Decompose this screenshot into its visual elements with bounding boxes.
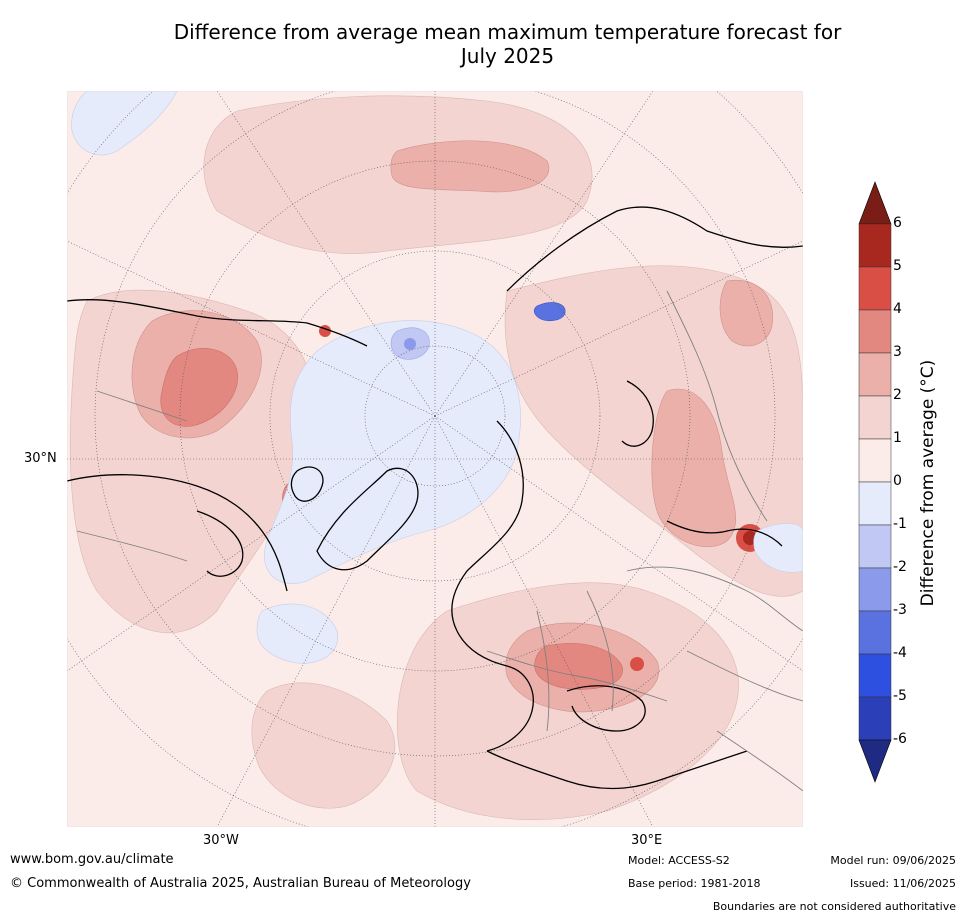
footer-model-run: Model run: 09/06/2025 — [830, 854, 956, 867]
anomaly-region-pos-1-2 — [251, 682, 396, 809]
coastlines — [66, 206, 804, 790]
footer-website: www.bom.gov.au/climate — [10, 852, 174, 867]
colorbar-tick: -3 — [893, 602, 907, 618]
colorbar-tick: 3 — [893, 344, 902, 360]
footer-base-period: Base period: 1981-2018 — [628, 877, 761, 890]
anomaly-region-pos-2-3 — [719, 279, 774, 347]
anomaly-hotspot — [743, 531, 757, 545]
colorbar-tick: 0 — [893, 473, 902, 489]
colorbar-segment — [858, 567, 892, 612]
lon-label-30w: 30°W — [203, 833, 239, 848]
colorbar-tick: 5 — [893, 258, 902, 274]
colorbar-arrow-top — [858, 181, 892, 225]
colorbar-segment — [858, 309, 892, 354]
colorbar-tick: 2 — [893, 387, 902, 403]
anomaly-hotspot — [630, 657, 644, 671]
colorbar-segment — [858, 438, 892, 483]
colorbar-segment — [858, 653, 892, 698]
anomaly-cold-spot — [404, 338, 416, 350]
colorbar-svg — [858, 181, 892, 783]
anomaly-region-neg-0-1 — [256, 603, 339, 664]
colorbar-segment — [858, 266, 892, 311]
footer-issued: Issued: 11/06/2025 — [849, 877, 956, 890]
colorbar-segment — [858, 395, 892, 440]
anomaly-region-neg-0-1 — [264, 320, 521, 584]
footer-boundaries-note: Boundaries are not considered authoritat… — [712, 900, 956, 913]
colorbar-tick: -1 — [893, 516, 907, 532]
country-borders — [76, 290, 804, 792]
title-line-2: July 2025 — [460, 44, 555, 68]
footer-model: Model: ACCESS-S2 — [628, 854, 730, 867]
colorbar-segment — [858, 696, 892, 741]
anomaly-region-neg-0-1 — [753, 523, 803, 573]
colorbar-segment — [858, 223, 892, 268]
title-line-1: Difference from average mean maximum tem… — [173, 20, 842, 44]
anomaly-region-neg-0-1 — [71, 91, 178, 156]
colorbar-tick: -2 — [893, 559, 907, 575]
map-title: Difference from average mean maximum tem… — [60, 20, 955, 68]
footer-copyright: © Commonwealth of Australia 2025, Austra… — [10, 876, 471, 891]
anomaly-region-pos-3-4 — [534, 643, 623, 690]
anomaly-region-neg-2-3 — [533, 302, 566, 322]
colorbar-tick: 6 — [893, 215, 902, 231]
colorbar: 6 5 4 3 2 1 0 -1 -2 -3 -4 -5 -6 — [855, 180, 965, 790]
colorbar-tick: 4 — [893, 301, 902, 317]
forecast-map — [4, 0, 866, 847]
colorbar-tick: -4 — [893, 645, 907, 661]
anomaly-region-pos-2-3 — [390, 140, 550, 193]
lon-label-30e: 30°E — [631, 833, 663, 848]
colorbar-segment — [858, 610, 892, 655]
colorbar-segment — [858, 481, 892, 526]
map-svg — [4, 0, 866, 847]
colorbar-label: Difference from average (°C) — [918, 359, 938, 607]
colorbar-tick: 1 — [893, 430, 902, 446]
colorbar-tick: -6 — [893, 731, 907, 747]
colorbar-segment — [858, 524, 892, 569]
colorbar-segment — [858, 352, 892, 397]
lat-label-30n: 30°N — [24, 451, 57, 466]
colorbar-tick: -5 — [893, 688, 907, 704]
colorbar-arrow-bottom — [858, 739, 892, 783]
